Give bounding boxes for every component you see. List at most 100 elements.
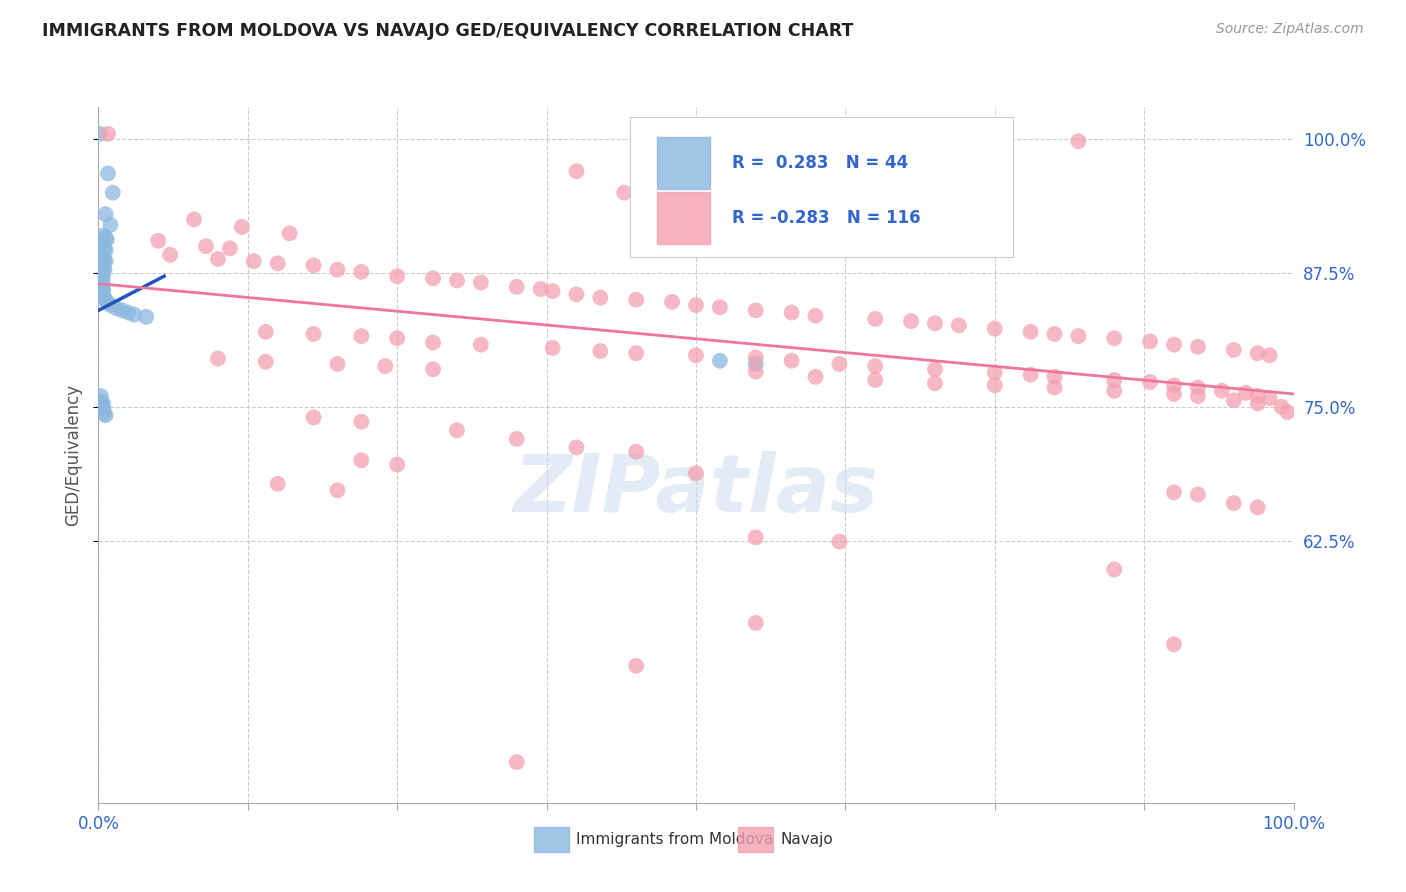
FancyBboxPatch shape: [630, 118, 1012, 257]
Point: [96, 294, 118, 309]
Point: [1271, 400, 1294, 414]
Point: [1234, 385, 1257, 400]
Point: [93, 241, 115, 255]
Point: [183, 212, 205, 227]
Point: [506, 280, 529, 294]
Point: [374, 359, 396, 373]
Point: [91, 228, 114, 243]
Point: [1163, 337, 1185, 351]
Point: [804, 369, 827, 384]
Text: ZIPatlas: ZIPatlas: [513, 450, 879, 529]
Point: [1043, 326, 1066, 341]
Point: [780, 305, 803, 319]
Point: [101, 186, 124, 200]
Point: [1102, 384, 1125, 398]
Point: [207, 252, 229, 266]
Point: [94, 254, 117, 268]
Point: [506, 432, 529, 446]
Point: [254, 355, 277, 369]
Point: [470, 276, 492, 290]
Point: [745, 303, 768, 318]
Point: [1246, 389, 1268, 403]
Point: [94, 207, 117, 221]
Point: [207, 351, 229, 366]
Point: [219, 241, 242, 255]
Point: [924, 316, 946, 330]
Point: [626, 658, 648, 673]
Point: [124, 308, 146, 322]
Point: [326, 357, 349, 371]
Point: [828, 534, 851, 549]
Text: Immigrants from Moldova: Immigrants from Moldova: [576, 832, 773, 847]
Point: [924, 376, 946, 391]
Point: [745, 351, 768, 365]
Point: [89, 127, 111, 141]
Point: [90, 389, 112, 403]
Point: [900, 314, 922, 328]
Point: [91, 276, 114, 290]
Point: [1163, 485, 1185, 500]
Point: [745, 364, 768, 378]
Point: [91, 286, 114, 301]
Point: [302, 259, 325, 273]
Point: [135, 310, 157, 324]
Point: [863, 312, 887, 326]
Bar: [657, 193, 710, 244]
Point: [804, 309, 827, 323]
Point: [91, 282, 114, 296]
Point: [91, 398, 114, 412]
Point: [565, 441, 588, 455]
Point: [350, 453, 373, 467]
Point: [1258, 348, 1281, 362]
Point: [1139, 375, 1161, 389]
Point: [90, 266, 112, 280]
Text: Source: ZipAtlas.com: Source: ZipAtlas.com: [1216, 22, 1364, 37]
Point: [506, 755, 529, 769]
Point: [745, 615, 768, 630]
Point: [709, 300, 731, 314]
Point: [159, 248, 181, 262]
Point: [1043, 380, 1066, 394]
Point: [1222, 496, 1246, 510]
Point: [194, 239, 218, 253]
Point: [1246, 396, 1268, 410]
Point: [117, 305, 139, 319]
Point: [91, 394, 114, 409]
Point: [685, 348, 707, 362]
Y-axis label: GED/Equivalency: GED/Equivalency: [63, 384, 82, 526]
Point: [565, 164, 588, 178]
Text: R = -0.283   N = 116: R = -0.283 N = 116: [733, 210, 921, 227]
Point: [1102, 373, 1125, 387]
Point: [685, 298, 707, 312]
Point: [685, 466, 707, 480]
Point: [91, 401, 114, 416]
Point: [91, 260, 114, 275]
Point: [91, 268, 114, 282]
Bar: [657, 136, 710, 189]
Point: [90, 280, 112, 294]
Point: [326, 483, 349, 498]
Point: [385, 331, 409, 345]
Point: [626, 346, 648, 360]
Point: [984, 378, 1007, 392]
Point: [1139, 334, 1161, 349]
Point: [148, 234, 170, 248]
Point: [626, 293, 648, 307]
Point: [924, 362, 946, 376]
Point: [470, 337, 492, 351]
Point: [984, 366, 1007, 380]
Point: [984, 321, 1007, 335]
Point: [1222, 343, 1246, 357]
Point: [745, 530, 768, 544]
Point: [1043, 369, 1066, 384]
Point: [1102, 562, 1125, 576]
Point: [1187, 389, 1209, 403]
Point: [91, 284, 114, 298]
Point: [302, 410, 325, 425]
Point: [98, 298, 122, 312]
Point: [243, 254, 266, 268]
Point: [350, 265, 373, 279]
Point: [1187, 380, 1209, 394]
Point: [446, 273, 468, 287]
Point: [93, 252, 115, 266]
